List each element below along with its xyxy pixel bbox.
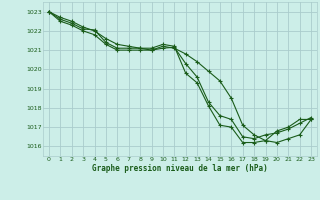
X-axis label: Graphe pression niveau de la mer (hPa): Graphe pression niveau de la mer (hPa) xyxy=(92,164,268,173)
